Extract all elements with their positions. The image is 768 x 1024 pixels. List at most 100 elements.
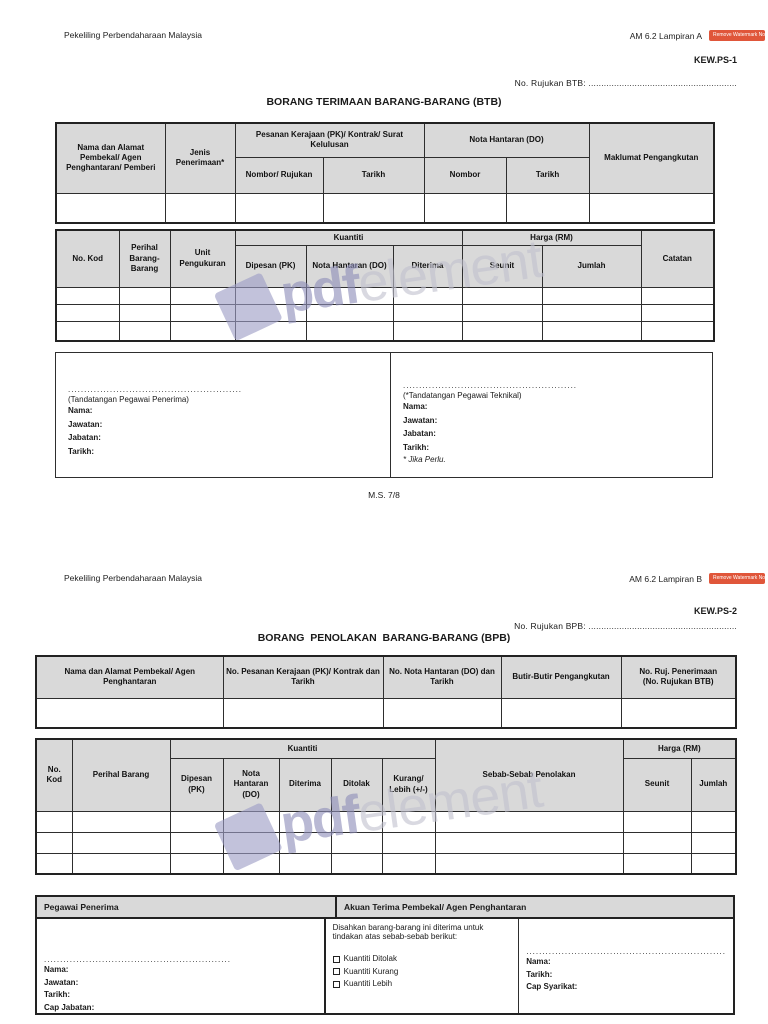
page1-supplier-table: Nama dan Alamat Pembekal/ Agen Penghanta…	[55, 122, 716, 224]
cell-empty	[434, 810, 624, 833]
col-jumlah: Jumlah	[541, 244, 642, 288]
remove-watermark-badge[interactable]: Remove Watermark Now	[709, 30, 765, 41]
table-row	[35, 852, 737, 875]
cell-empty	[222, 831, 280, 854]
col-no-kod: No. Kod	[35, 738, 73, 812]
checkbox-label: Kuantiti Lebih	[343, 979, 393, 988]
cell-empty	[640, 303, 715, 322]
ack-body-row: ........................................…	[37, 919, 733, 1013]
cell-empty	[381, 852, 436, 875]
cell-empty	[622, 810, 692, 833]
col-nota-hantaran: Nota Hantaran (DO)	[222, 757, 280, 812]
cell-empty	[461, 320, 543, 342]
cell-empty	[222, 697, 384, 729]
cell-empty	[690, 810, 737, 833]
col-kuantiti-group: Kuantiti	[234, 229, 463, 246]
page1-header-left: Pekeliling Perbendaharaan Malaysia	[64, 30, 202, 40]
cell-empty	[690, 852, 737, 875]
cell-empty	[620, 697, 737, 729]
col-perihal: Perihal Barang	[71, 738, 171, 812]
table-row	[35, 810, 737, 833]
header-akuan-terima: Akuan Terima Pembekal/ Agen Penghantaran	[337, 897, 733, 917]
cell-empty	[505, 192, 590, 224]
signature-line: ........................................…	[44, 955, 231, 964]
remove-watermark-badge[interactable]: Remove Watermark Now	[709, 573, 765, 584]
page2-ref-line: No. Rujukan BPB: .......................…	[514, 621, 737, 631]
page1-ref-line: No. Rujukan BTB: .......................…	[514, 78, 737, 88]
col-sebab-penolakan: Sebab-Sebab Penolakan	[434, 738, 624, 812]
checkbox-kuantiti-ditolak[interactable]	[332, 955, 340, 963]
table-row	[35, 697, 737, 729]
cell-empty	[169, 320, 236, 342]
checkbox-kuantiti-kurang[interactable]	[332, 968, 340, 976]
ack-supplier-cell: ........................................…	[519, 919, 733, 1013]
cell-empty	[55, 320, 120, 342]
col-kuantiti-group: Kuantiti	[169, 738, 436, 759]
page2-acknowledgement-box: Pegawai Penerima Akuan Terima Pembekal/ …	[35, 895, 735, 1015]
field-tarikh: Tarikh:	[44, 990, 71, 999]
page2-header-left: Pekeliling Perbendaharaan Malaysia	[64, 573, 202, 583]
field-jawatan: Jawatan:	[68, 419, 103, 429]
cell-empty	[278, 852, 332, 875]
col-kurang-lebih: Kurang/ Lebih (+/-)	[381, 757, 436, 812]
field-nama: Nama:	[526, 957, 551, 966]
table-row	[55, 192, 715, 224]
cell-empty	[622, 831, 692, 854]
cell-empty	[55, 286, 120, 305]
signature-line: ........................................…	[68, 385, 243, 394]
cell-empty	[461, 286, 543, 305]
cell-empty	[278, 810, 332, 833]
signature-line: ........................................…	[526, 947, 726, 956]
col-harga-group: Harga (RM)	[461, 229, 642, 246]
cell-empty	[71, 831, 171, 854]
cell-empty	[640, 286, 715, 305]
cell-empty	[35, 810, 73, 833]
field-jawatan: Jawatan:	[44, 977, 79, 987]
col-diterima: Diterima	[392, 244, 463, 288]
checkbox-kuantiti-lebih[interactable]	[332, 980, 340, 988]
cell-empty	[381, 831, 436, 854]
cell-empty	[461, 303, 543, 322]
signature-technical-officer: ........................................…	[391, 353, 712, 477]
page1-signature-box: ........................................…	[55, 352, 713, 478]
page1-header: Pekeliling Perbendaharaan Malaysia AM 6.…	[64, 30, 765, 41]
cell-empty	[322, 192, 425, 224]
col-catatan: Catatan	[640, 229, 715, 288]
cell-empty	[169, 303, 236, 322]
col-nota-hantaran: No. Nota Hantaran (DO) dan Tarikh	[382, 655, 502, 699]
cell-empty	[305, 286, 394, 305]
page2-lampiran-label: AM 6.2 Lampiran B	[629, 573, 702, 584]
field-nama: Nama:	[44, 965, 69, 974]
cell-empty	[330, 831, 383, 854]
col-supplier: Nama dan Alamat Pembekal/ Agen Penghanta…	[35, 655, 224, 699]
table-row	[55, 320, 715, 342]
cell-empty	[541, 320, 642, 342]
cell-empty	[222, 852, 280, 875]
cell-empty	[330, 852, 383, 875]
cell-empty	[71, 810, 171, 833]
cell-empty	[423, 192, 507, 224]
cell-empty	[330, 810, 383, 833]
cell-empty	[55, 303, 120, 322]
col-no-ruj-penerimaan: No. Ruj. Penerimaan (No. Rujukan BTB)	[620, 655, 737, 699]
cell-empty	[640, 320, 715, 342]
ack-intro-text: Disahkan barang-barang ini diterima untu…	[332, 923, 484, 941]
page1-items-table: No. Kod Perihal Barang-Barang Unit Pengu…	[55, 229, 716, 342]
cell-empty	[234, 320, 307, 342]
page-number: M.S. 7/8	[368, 490, 400, 500]
field-tarikh: Tarikh:	[403, 442, 430, 452]
col-jenis-penerimaan: Jenis Penerimaan*	[164, 122, 236, 194]
cell-empty	[118, 286, 171, 305]
cell-empty	[169, 831, 224, 854]
field-jawatan: Jawatan:	[403, 415, 438, 425]
cell-empty	[164, 192, 236, 224]
cell-empty	[392, 303, 463, 322]
table-row	[55, 303, 715, 322]
cell-empty	[690, 831, 737, 854]
cell-empty	[588, 192, 715, 224]
cell-empty	[541, 286, 642, 305]
col-seunit: Seunit	[461, 244, 543, 288]
cell-empty	[234, 286, 307, 305]
page1-title: BORANG TERIMAAN BARANG-BARANG (BTB)	[266, 96, 502, 108]
cell-empty	[305, 320, 394, 342]
